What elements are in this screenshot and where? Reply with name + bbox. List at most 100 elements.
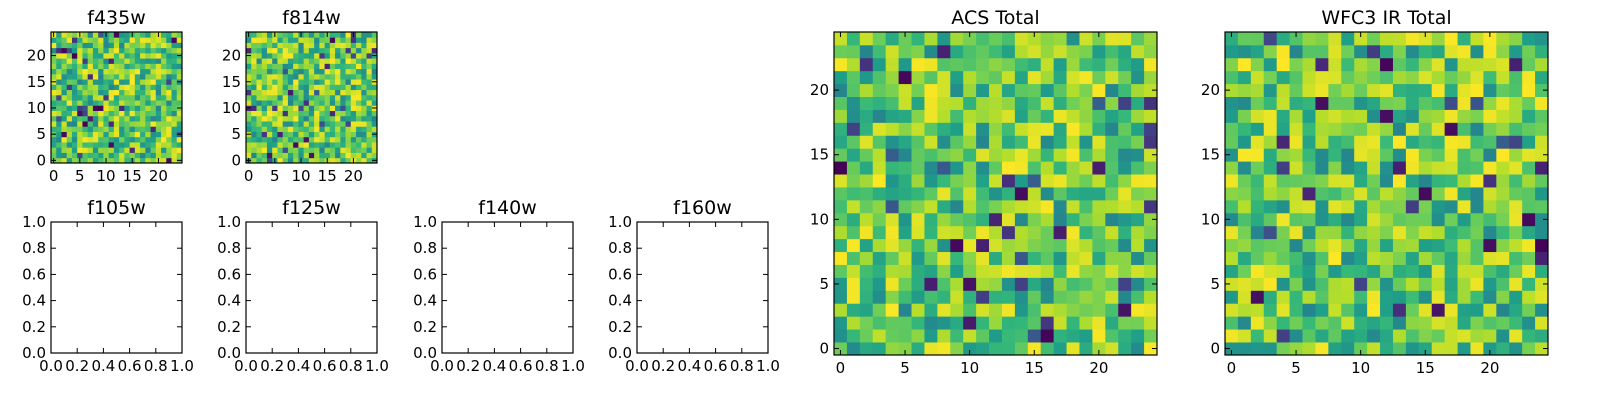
heatmap-cell: [282, 157, 289, 164]
heatmap-cell: [314, 84, 320, 91]
heatmap-cell: [266, 89, 273, 96]
heatmap-cell: [82, 126, 89, 132]
heatmap-cell: [66, 42, 73, 49]
heatmap-cell: [1237, 174, 1252, 188]
heatmap-cell: [61, 105, 68, 111]
heatmap-cell: [872, 83, 887, 97]
heatmap-cell: [1131, 316, 1145, 330]
heatmap-cell: [87, 42, 94, 49]
heatmap-cell: [176, 94, 183, 101]
heatmap-cell: [1250, 32, 1265, 46]
heatmap-cell: [366, 152, 373, 159]
heatmap-cell: [1263, 148, 1278, 162]
heatmap-cell: [150, 131, 157, 138]
heatmap-cell: [1509, 329, 1523, 343]
heatmap-cell: [246, 84, 252, 91]
heatmap-cell: [371, 68, 378, 75]
heatmap-cell: [1066, 329, 1080, 343]
heatmap-cell: [1418, 316, 1433, 330]
heatmap-cell: [335, 105, 341, 111]
heatmap-cell: [166, 94, 172, 101]
heatmap-cell: [340, 115, 346, 122]
heatmap-cell: [1079, 264, 1093, 278]
heatmap-cell: [1053, 199, 1067, 214]
heatmap-cell: [1105, 303, 1119, 317]
heatmap-cell: [56, 37, 62, 43]
heatmap-cell: [1040, 329, 1055, 343]
heatmap-cell: [1079, 238, 1093, 253]
heatmap-cell: [303, 115, 310, 122]
heatmap-cell: [1053, 174, 1067, 188]
heatmap-cell: [251, 147, 257, 153]
heatmap-cell: [314, 52, 320, 59]
heatmap-cell: [176, 89, 183, 96]
heatmap-cell: [256, 79, 263, 85]
heatmap-cell: [87, 131, 94, 138]
heatmap-cell: [161, 52, 167, 59]
heatmap-cell: [898, 290, 912, 304]
heatmap-cell: [1457, 187, 1471, 201]
heatmap-cell: [859, 225, 874, 240]
heatmap-cell: [277, 152, 284, 159]
heatmap-cell: [266, 94, 273, 101]
heatmap-cell: [1431, 187, 1446, 201]
heatmap-cell: [150, 73, 157, 80]
heatmap-cell: [1470, 199, 1484, 214]
heatmap-cell: [1225, 57, 1239, 72]
heatmap-cell: [82, 105, 89, 111]
heatmap-cell: [1509, 251, 1523, 265]
heatmap-cell: [1066, 83, 1080, 97]
heatmap-cell: [1522, 277, 1536, 291]
heatmap-cell: [1380, 135, 1394, 149]
heatmap-cell: [1276, 264, 1290, 278]
heatmap-cell: [293, 115, 299, 122]
heatmap-cell: [1276, 303, 1290, 317]
heatmap-cell: [1535, 135, 1549, 149]
heatmap-cell: [266, 68, 273, 75]
heatmap-cell: [1118, 148, 1132, 162]
heatmap-cell: [87, 105, 94, 111]
heatmap-cell: [256, 147, 263, 153]
heatmap-cell: [361, 79, 367, 85]
heatmap-cell: [1302, 225, 1316, 240]
heatmap-cell: [293, 68, 299, 75]
heatmap-cell: [329, 58, 336, 64]
heatmap-cell: [1237, 212, 1252, 227]
heatmap-cell: [1392, 70, 1407, 85]
heatmap-cell: [1053, 70, 1067, 85]
heatmap-cell: [371, 121, 378, 127]
heatmap-cell: [989, 238, 1003, 253]
heatmap-cell: [287, 73, 294, 80]
heatmap-cell: [145, 115, 151, 122]
heatmap-cell: [251, 73, 257, 80]
heatmap-cell: [282, 79, 289, 85]
y-tick-label: 0.4: [413, 292, 437, 310]
heatmap-cell: [87, 37, 94, 43]
heatmap-cell: [1144, 329, 1158, 343]
heatmap-cell: [924, 329, 938, 343]
heatmap-cell: [1053, 187, 1067, 201]
heatmap-cell: [1053, 316, 1067, 330]
heatmap-cell: [872, 187, 887, 201]
heatmap-cell: [1079, 32, 1093, 46]
heatmap-cell: [1001, 161, 1016, 175]
heatmap-cell: [911, 329, 925, 343]
heatmap-cell: [924, 199, 938, 214]
heatmap-cell: [1092, 316, 1106, 330]
heatmap-cell: [266, 63, 273, 70]
heatmap-cell: [61, 147, 68, 153]
heatmap-cell: [1001, 122, 1016, 136]
heatmap-cell: [1027, 225, 1042, 240]
heatmap-cell: [1289, 251, 1303, 265]
x-tick-label: 10: [96, 167, 115, 185]
heatmap-cell: [129, 63, 136, 70]
heatmap-cell: [92, 47, 99, 54]
heatmap-cell: [335, 100, 341, 106]
heatmap-cell: [1315, 342, 1329, 356]
heatmap-cell: [924, 212, 938, 227]
y-tick-label: 0.6: [608, 265, 632, 283]
heatmap-cell: [1496, 109, 1510, 123]
heatmap-cell: [335, 42, 341, 49]
heatmap-cell: [87, 52, 94, 59]
heatmap-cell: [314, 58, 320, 64]
